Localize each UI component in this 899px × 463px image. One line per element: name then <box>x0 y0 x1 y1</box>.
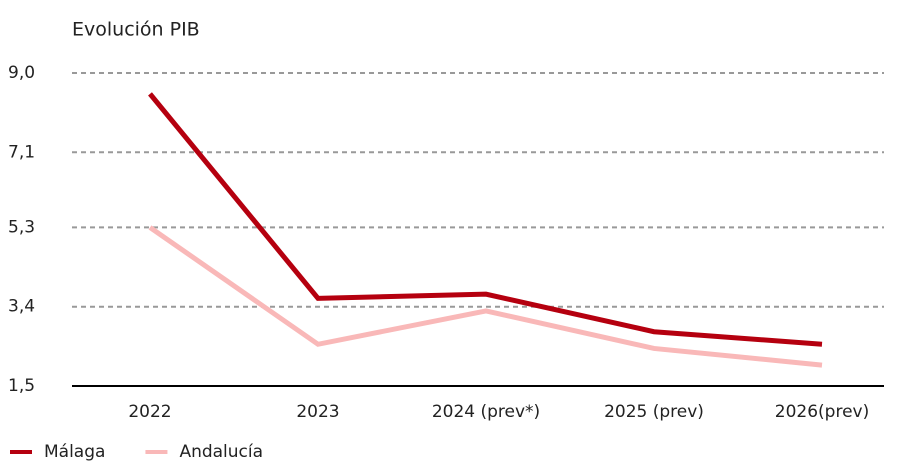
series-line <box>148 225 823 368</box>
x-tick-label: 2024 (prev*) <box>432 402 540 422</box>
chart-title: Evolución PIB <box>72 19 200 41</box>
x-tick-label: 2026(prev) <box>775 402 869 422</box>
x-tick-label: 2025 (prev) <box>604 402 704 422</box>
x-tick-label: 2023 <box>296 402 339 422</box>
y-tick-label: 1,5 <box>8 376 35 396</box>
y-tick-label: 9,0 <box>8 63 35 83</box>
legend-label: Málaga <box>44 442 105 462</box>
y-tick-label: 3,4 <box>8 297 35 317</box>
y-tick-label: 7,1 <box>8 142 35 162</box>
x-tick-label: 2022 <box>128 402 171 422</box>
y-tick-label: 5,3 <box>8 217 35 237</box>
legend-label: Andalucía <box>179 442 263 462</box>
series-line <box>148 92 823 347</box>
